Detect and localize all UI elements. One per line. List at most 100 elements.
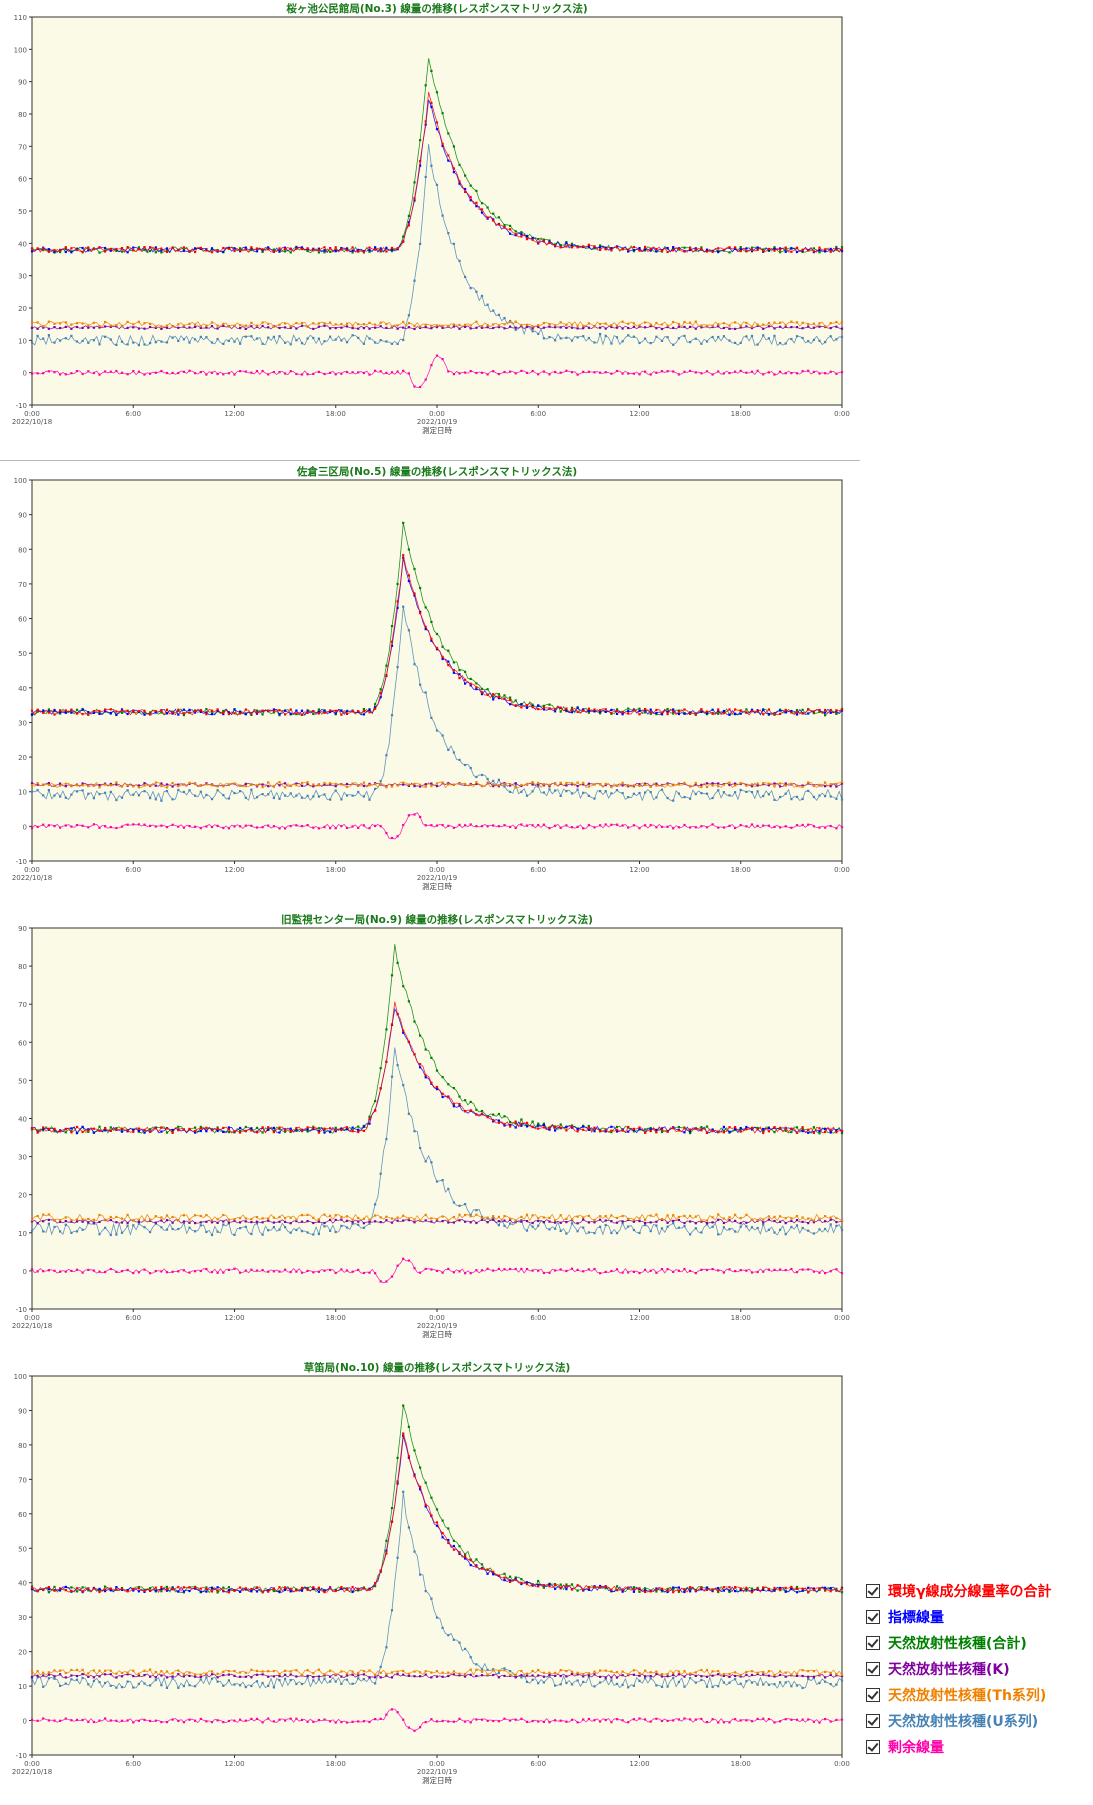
data-point-index — [734, 1127, 737, 1130]
checkbox-icon[interactable] — [866, 1636, 880, 1650]
data-point-total — [829, 709, 832, 712]
data-point-index — [92, 711, 95, 714]
legend-item[interactable]: 剰余線量 — [866, 1734, 1088, 1760]
data-point-index — [492, 698, 495, 701]
data-point-U — [424, 175, 427, 179]
data-point-natural_total — [278, 249, 281, 252]
legend-item[interactable]: 環境γ線成分線量率の合計 — [866, 1578, 1088, 1604]
data-point-U — [126, 789, 129, 792]
data-point-residual — [402, 1718, 405, 1721]
data-point-natural_total — [435, 91, 439, 94]
data-point-index — [621, 1590, 624, 1593]
data-point-residual — [565, 1720, 568, 1723]
data-point-total — [53, 1127, 56, 1130]
data-point-residual — [115, 1719, 118, 1722]
checkbox-icon[interactable] — [866, 1610, 880, 1624]
legend-item[interactable]: 天然放射性核種(K) — [866, 1656, 1088, 1682]
data-point-Th — [306, 1213, 309, 1216]
data-point-K — [289, 326, 292, 329]
data-point-index — [329, 1130, 332, 1133]
data-point-K — [362, 784, 365, 788]
data-point-index — [340, 709, 343, 712]
data-point-Th — [705, 785, 709, 789]
data-point-index — [621, 713, 624, 716]
data-point-total — [188, 1586, 191, 1589]
checkbox-icon[interactable] — [866, 1740, 880, 1754]
checkbox-icon[interactable] — [866, 1688, 880, 1702]
data-point-total — [469, 1109, 472, 1112]
data-point-index — [98, 712, 101, 715]
data-point-natural_total — [419, 139, 422, 142]
data-point-total — [323, 246, 326, 249]
data-point-U — [722, 1681, 725, 1684]
data-point-index — [593, 710, 596, 713]
data-point-Th — [745, 1213, 748, 1216]
data-point-Th — [104, 320, 107, 324]
data-point-total — [683, 1588, 686, 1591]
data-point-Th — [745, 1670, 748, 1673]
data-point-residual — [75, 1718, 79, 1721]
data-point-index — [599, 246, 602, 249]
data-point-U — [340, 339, 343, 342]
legend-item[interactable]: 指標線量 — [866, 1604, 1088, 1630]
data-point-total — [812, 1131, 815, 1134]
data-point-residual — [98, 1270, 101, 1273]
data-point-residual — [81, 1271, 84, 1274]
data-point-K — [587, 782, 590, 785]
data-point-K — [801, 784, 804, 787]
data-point-residual — [345, 826, 349, 829]
data-point-K — [795, 326, 799, 329]
data-point-index — [509, 1123, 512, 1126]
data-point-index — [447, 159, 450, 162]
data-point-U — [677, 792, 680, 795]
data-point-U — [149, 342, 152, 345]
data-point-Th — [570, 323, 574, 326]
legend-item[interactable]: 天然放射性核種(合計) — [866, 1630, 1088, 1656]
data-point-total — [396, 1013, 399, 1016]
data-point-K — [171, 1675, 174, 1678]
data-point-K — [396, 1219, 399, 1222]
checkbox-icon[interactable] — [866, 1714, 880, 1728]
y-tick-label: 100 — [14, 46, 27, 54]
data-point-K — [644, 782, 647, 785]
data-point-K — [700, 1220, 703, 1223]
data-point-index — [795, 1591, 799, 1594]
data-point-total — [70, 708, 73, 711]
data-point-K — [272, 1675, 275, 1678]
data-point-residual — [604, 1270, 607, 1273]
data-point-K — [705, 1675, 709, 1678]
data-point-total — [357, 1587, 360, 1590]
data-point-index — [210, 247, 214, 250]
data-point-Th — [790, 320, 793, 323]
data-point-K — [610, 1220, 613, 1223]
data-point-U — [59, 1230, 62, 1233]
data-point-index — [739, 1589, 742, 1592]
data-point-U — [329, 798, 332, 801]
data-point-total — [480, 691, 484, 694]
data-point-natural_total — [143, 711, 146, 714]
data-point-index — [542, 708, 545, 711]
y-tick-label: 90 — [18, 1407, 27, 1415]
data-point-total — [250, 1129, 253, 1132]
data-point-natural_total — [385, 1539, 388, 1542]
data-point-U — [627, 1225, 630, 1228]
data-point-index — [649, 1128, 652, 1131]
data-point-U — [42, 794, 45, 797]
checkbox-icon[interactable] — [866, 1584, 880, 1598]
data-point-K — [104, 1673, 107, 1676]
legend-item[interactable]: 天然放射性核種(Th系列) — [866, 1682, 1088, 1708]
data-point-residual — [284, 1268, 287, 1271]
legend-item[interactable]: 天然放射性核種(U系列) — [866, 1708, 1088, 1734]
data-point-K — [295, 782, 298, 785]
data-point-total — [210, 709, 214, 712]
data-point-U — [497, 313, 500, 316]
chart-2: 旧監視センター局(No.9) 線量の推移(レスポンスマトリックス法)-10010… — [12, 913, 850, 1339]
data-point-K — [784, 325, 787, 328]
data-point-K — [801, 327, 804, 330]
data-point-residual — [419, 385, 422, 389]
data-point-total — [722, 1131, 725, 1134]
data-point-total — [137, 1587, 140, 1590]
data-point-natural_total — [351, 251, 354, 254]
data-point-U — [452, 242, 455, 245]
checkbox-icon[interactable] — [866, 1662, 880, 1676]
